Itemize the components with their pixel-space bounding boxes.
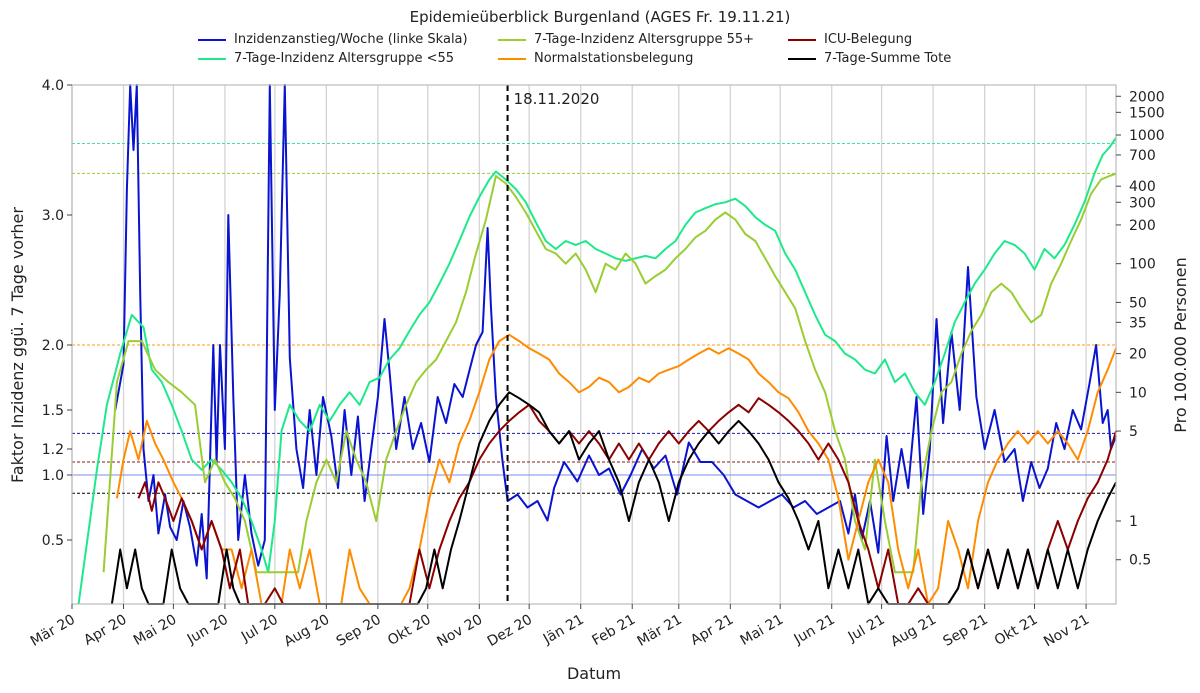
- x-tick-label: Jul 20: [238, 612, 281, 646]
- y-right-tick-label: 200: [1129, 218, 1156, 234]
- x-tick-label: Feb 21: [589, 612, 638, 649]
- y-left-tick-label: 1.0: [42, 468, 64, 484]
- x-tick-label: Apr 20: [81, 612, 129, 649]
- x-tick-label: Jän 21: [540, 612, 587, 648]
- x-tick-label: Mai 20: [131, 612, 180, 649]
- legend-swatch: [788, 38, 816, 41]
- x-tick-label: Jul 21: [845, 612, 888, 646]
- y-left-tick-label: 4.0: [42, 78, 64, 94]
- x-tick-label: Okt 21: [992, 612, 1041, 649]
- legend-label: 7-Tage-Inzidenz Altersgruppe 55+: [534, 32, 755, 47]
- y-left-tick-label: 1.5: [42, 403, 64, 419]
- y-right-tick-label: 300: [1129, 195, 1156, 211]
- y-right-tick-label: 1000: [1129, 128, 1165, 144]
- x-tick-label: Sep 20: [334, 612, 384, 650]
- reference-lines: [72, 143, 1116, 494]
- legend-label: 7-Tage-Summe Tote: [824, 51, 952, 66]
- x-tick-label: Sep 21: [941, 612, 991, 650]
- legend-swatch: [198, 38, 226, 41]
- legend-item: 7-Tage-Inzidenz Altersgruppe 55+: [498, 32, 788, 47]
- y-right-tick-label: 1500: [1129, 105, 1165, 121]
- legend-item: Inzidenzanstieg/Woche (linke Skala): [198, 32, 498, 47]
- series-line: [114, 84, 1117, 580]
- legend-swatch: [788, 57, 816, 60]
- y-axis-label-right: Pro 100.000 Personen: [1171, 257, 1190, 432]
- legend-item: 7-Tage-Inzidenz Altersgruppe <55: [198, 51, 498, 66]
- series-line: [77, 137, 1117, 605]
- legend-swatch: [498, 38, 526, 41]
- y-right-tick-label: 35: [1129, 315, 1147, 331]
- x-axis-label: Datum: [567, 664, 621, 683]
- y-right-tick-label: 50: [1129, 295, 1147, 311]
- x-tick-label: Okt 20: [385, 612, 434, 649]
- y-right-tick-label: 0.5: [1129, 553, 1151, 569]
- x-tick-label: Jun 20: [184, 612, 231, 648]
- y-right-tick-label: 1: [1129, 514, 1138, 530]
- y-right-tick-label: 700: [1129, 148, 1156, 164]
- y-right-tick-label: 400: [1129, 179, 1156, 195]
- legend-item: 7-Tage-Summe Tote: [788, 51, 1018, 66]
- legend-swatch: [498, 57, 526, 60]
- x-tick-label: Nov 20: [434, 612, 485, 651]
- series-line: [102, 172, 1117, 574]
- y-left-tick-label: 0.5: [42, 533, 64, 549]
- x-tick-label: Aug 20: [281, 612, 332, 651]
- x-tick-label: Aug 21: [888, 612, 939, 651]
- legend-label: ICU-Belegung: [824, 32, 913, 47]
- legend-swatch: [198, 57, 226, 60]
- legend-label: 7-Tage-Inzidenz Altersgruppe <55: [234, 51, 455, 66]
- x-tick-label: Mär 20: [28, 612, 78, 650]
- chart-title: Epidemieüberblick Burgenland (AGES Fr. 1…: [409, 8, 791, 26]
- y-right-tick-label: 2000: [1129, 89, 1165, 105]
- x-tick-label: Mär 21: [635, 612, 685, 650]
- annotation: 18.11.2020: [506, 85, 600, 604]
- y-left-tick-label: 2.0: [42, 338, 64, 354]
- x-tick-label: Dez 20: [485, 612, 535, 650]
- legend-item: Normalstationsbelegung: [498, 51, 788, 66]
- y-axis-label-left: Faktor Inzidenz ggü. 7 Tage vorher: [8, 207, 27, 483]
- legend-item: ICU-Belegung: [788, 32, 1018, 47]
- x-tick-label: Nov 21: [1041, 612, 1092, 651]
- annotation-label: 18.11.2020: [514, 90, 600, 108]
- y-left-tick-label: 1.2: [42, 442, 64, 458]
- y-right-tick-label: 20: [1129, 347, 1147, 363]
- y-right-tick-label: 5: [1129, 424, 1138, 440]
- x-tick-label: Jun 21: [791, 612, 838, 648]
- y-left-tick-label: 3.0: [42, 208, 64, 224]
- legend: Inzidenzanstieg/Woche (linke Skala) 7-Ta…: [198, 32, 1018, 66]
- x-tick-label: Apr 21: [688, 612, 736, 649]
- y-right-tick-label: 100: [1129, 257, 1156, 273]
- axes: Mär 20 Apr 20 Mai 20 Jun 20 Jul 20 Aug 20 Sep …: [28, 78, 1165, 650]
- legend-label: Normalstationsbelegung: [534, 51, 694, 66]
- x-tick-label: Mai 21: [738, 612, 787, 649]
- y-right-tick-label: 10: [1129, 385, 1147, 401]
- legend-label: Inzidenzanstieg/Woche (linke Skala): [234, 32, 468, 47]
